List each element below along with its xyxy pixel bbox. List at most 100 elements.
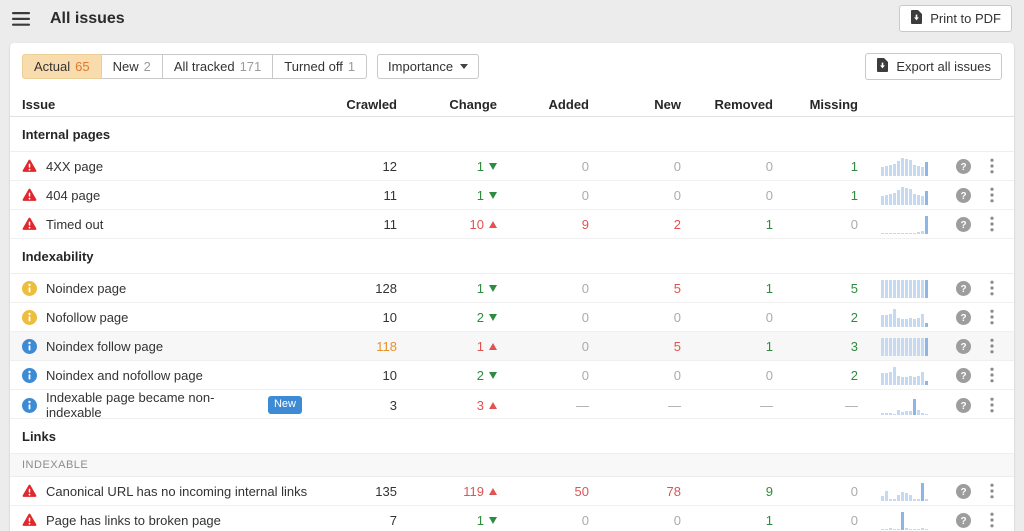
info-blue-icon [22, 398, 37, 413]
issue-row-nofollow-page[interactable]: Nofollow page1020002? [10, 303, 1014, 332]
change-value: 1 [477, 339, 484, 354]
filter-tab-turned-off[interactable]: Turned off1 [272, 54, 367, 79]
new-value: 5 [589, 339, 681, 354]
row-menu-icon[interactable] [990, 397, 994, 413]
trend-sparkline [858, 279, 946, 298]
svg-text:?: ? [960, 313, 966, 324]
change-value: 2 [477, 368, 484, 383]
error-icon [22, 484, 37, 498]
info-blue-icon [22, 368, 37, 383]
chevron-down-icon [460, 64, 468, 69]
issue-row-canonical-url-has-no-incoming-internal-links[interactable]: Canonical URL has no incoming internal l… [10, 477, 1014, 506]
change-value: 10 [470, 217, 484, 232]
added-value: 0 [497, 513, 589, 528]
trend-sparkline [858, 511, 946, 530]
row-menu-icon[interactable] [990, 483, 994, 499]
missing-value: 2 [773, 310, 858, 325]
trend-sparkline [858, 366, 946, 385]
removed-value: 0 [681, 188, 773, 203]
menu-icon[interactable] [12, 12, 32, 26]
trend-sparkline [858, 157, 946, 176]
column-header-missing: Missing [773, 97, 858, 112]
change-cell: 1 [397, 513, 497, 528]
change-value: 3 [477, 398, 484, 413]
missing-value: 5 [773, 281, 858, 296]
change-value: 1 [477, 159, 484, 174]
trend-sparkline [858, 186, 946, 205]
issues-table-header: IssueCrawledChangeAddedNewRemovedMissing [10, 92, 1014, 117]
help-icon[interactable]: ? [956, 217, 971, 232]
issue-row-4xx-page[interactable]: 4XX page1210001? [10, 152, 1014, 181]
change-cell: 1 [397, 188, 497, 203]
missing-value: — [773, 398, 858, 413]
row-menu-icon[interactable] [990, 309, 994, 325]
issue-row-noindex-page[interactable]: Noindex page12810515? [10, 274, 1014, 303]
issue-cell: Indexable page became non-indexableNew [22, 390, 312, 420]
row-menu-icon[interactable] [990, 367, 994, 383]
missing-value: 0 [773, 513, 858, 528]
help-icon[interactable]: ? [956, 484, 971, 499]
change-cell: 1 [397, 159, 497, 174]
issue-row-noindex-and-nofollow-page[interactable]: Noindex and nofollow page1020002? [10, 361, 1014, 390]
help-icon[interactable]: ? [956, 398, 971, 413]
export-document-icon [876, 58, 889, 75]
error-icon [22, 159, 37, 173]
removed-value: 1 [681, 339, 773, 354]
filter-tab-all-tracked[interactable]: All tracked171 [162, 54, 273, 79]
crawled-value: 7 [312, 513, 397, 528]
tab-count: 2 [144, 59, 151, 74]
issue-label: Noindex page [46, 281, 126, 296]
help-icon[interactable]: ? [956, 188, 971, 203]
issue-cell: Canonical URL has no incoming internal l… [22, 484, 312, 499]
tab-count: 65 [75, 59, 89, 74]
added-value: 9 [497, 217, 589, 232]
row-menu-icon[interactable] [990, 512, 994, 528]
issue-row-page-has-links-to-broken-page[interactable]: Page has links to broken page710010? [10, 506, 1014, 531]
issue-label: Nofollow page [46, 310, 128, 325]
trend-sparkline [858, 215, 946, 234]
filter-tab-new[interactable]: New2 [101, 54, 163, 79]
row-menu-icon[interactable] [990, 280, 994, 296]
removed-value: 9 [681, 484, 773, 499]
missing-value: 2 [773, 368, 858, 383]
issue-row-timed-out[interactable]: Timed out11109210? [10, 210, 1014, 239]
print-to-pdf-button[interactable]: Print to PDF [899, 5, 1012, 32]
issue-label: Noindex follow page [46, 339, 163, 354]
removed-value: 1 [681, 281, 773, 296]
row-menu-icon[interactable] [990, 216, 994, 232]
new-value: 0 [589, 368, 681, 383]
help-icon[interactable]: ? [956, 513, 971, 528]
issue-row-noindex-follow-page[interactable]: Noindex follow page11810513? [10, 332, 1014, 361]
section-header-links: Links [10, 419, 1014, 454]
help-icon[interactable]: ? [956, 159, 971, 174]
importance-dropdown[interactable]: Importance [377, 54, 479, 79]
issue-row-404-page[interactable]: 404 page1110001? [10, 181, 1014, 210]
top-bar: All issues Print to PDF [0, 0, 1024, 37]
export-all-issues-button[interactable]: Export all issues [865, 53, 1002, 80]
column-header-issue: Issue [22, 97, 312, 112]
issue-row-indexable-page-became-non-indexable[interactable]: Indexable page became non-indexableNew33… [10, 390, 1014, 419]
svg-text:?: ? [960, 220, 966, 231]
help-icon[interactable]: ? [956, 310, 971, 325]
trend-down-icon [489, 314, 497, 321]
row-menu-icon[interactable] [990, 338, 994, 354]
issue-label: 4XX page [46, 159, 103, 174]
change-cell: 1 [397, 281, 497, 296]
filter-tab-actual[interactable]: Actual65 [22, 54, 102, 79]
filter-tabs: Actual65New2All tracked171Turned off1 [22, 54, 367, 79]
svg-text:?: ? [960, 342, 966, 353]
help-icon[interactable]: ? [956, 281, 971, 296]
crawled-value: 135 [312, 484, 397, 499]
row-menu-icon[interactable] [990, 187, 994, 203]
row-menu-icon[interactable] [990, 158, 994, 174]
added-value: 0 [497, 368, 589, 383]
issue-label: Timed out [46, 217, 103, 232]
change-value: 1 [477, 281, 484, 296]
missing-value: 1 [773, 188, 858, 203]
help-icon[interactable]: ? [956, 368, 971, 383]
trend-sparkline [858, 482, 946, 501]
issue-label: Page has links to broken page [46, 513, 221, 528]
crawled-value: 10 [312, 368, 397, 383]
change-cell: 2 [397, 310, 497, 325]
help-icon[interactable]: ? [956, 339, 971, 354]
